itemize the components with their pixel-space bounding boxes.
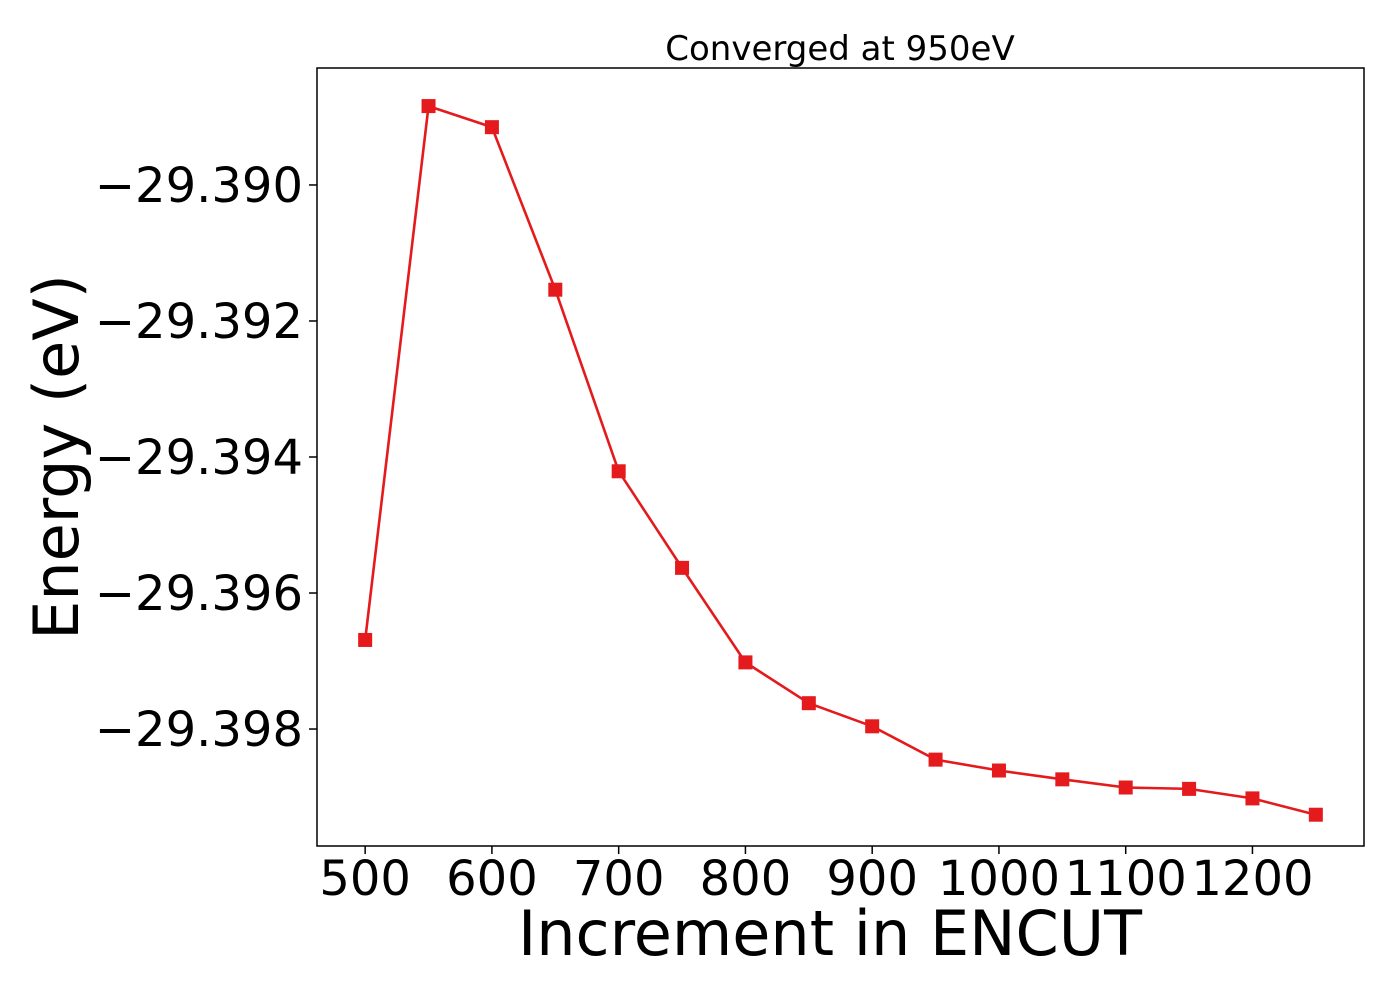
x-tick-label: 900 bbox=[826, 851, 918, 907]
data-point-marker bbox=[991, 763, 1006, 778]
y-tick-label: −29.394 bbox=[95, 430, 303, 486]
x-tick-label: 1200 bbox=[1191, 851, 1313, 907]
data-point-marker bbox=[611, 464, 626, 479]
data-point-marker bbox=[801, 696, 816, 711]
chart-title: Converged at 950eV bbox=[665, 29, 1014, 69]
y-tick-label: −29.398 bbox=[95, 702, 303, 758]
data-point-marker bbox=[738, 655, 753, 670]
y-tick-label: −29.392 bbox=[95, 294, 303, 350]
x-tick-label: 800 bbox=[700, 851, 792, 907]
x-tick-label: 1100 bbox=[1065, 851, 1187, 907]
energy-line bbox=[363, 104, 1317, 816]
x-tick-label: 1000 bbox=[938, 851, 1060, 907]
x-tick-label: 500 bbox=[319, 851, 411, 907]
data-point-marker bbox=[928, 752, 943, 767]
y-tick-label: −29.390 bbox=[95, 158, 303, 214]
data-point-marker bbox=[1118, 780, 1133, 795]
data-point-marker bbox=[675, 560, 690, 575]
data-point-marker bbox=[484, 120, 499, 135]
data-point-marker bbox=[358, 632, 373, 647]
energy-series bbox=[358, 99, 1323, 822]
y-tick-label: −29.396 bbox=[95, 566, 303, 622]
y-axis-label: Energy (eV) bbox=[20, 274, 93, 640]
data-point-marker bbox=[548, 282, 563, 297]
x-tick-label: 600 bbox=[446, 851, 538, 907]
data-point-marker bbox=[1245, 791, 1260, 806]
data-point-marker bbox=[865, 719, 880, 734]
x-tick-label: 700 bbox=[573, 851, 665, 907]
data-point-marker bbox=[1182, 781, 1197, 796]
x-axis: 500 600 700 800 900 1000 1100 1200 bbox=[319, 846, 1314, 907]
x-axis-label: Increment in ENCUT bbox=[518, 897, 1143, 970]
data-point-marker bbox=[1055, 772, 1070, 787]
data-point-marker bbox=[421, 99, 436, 114]
y-axis: −29.390 −29.392 −29.394 −29.396 −29.398 bbox=[95, 158, 317, 758]
data-point-marker bbox=[1308, 807, 1323, 822]
plot-frame bbox=[316, 67, 1365, 847]
